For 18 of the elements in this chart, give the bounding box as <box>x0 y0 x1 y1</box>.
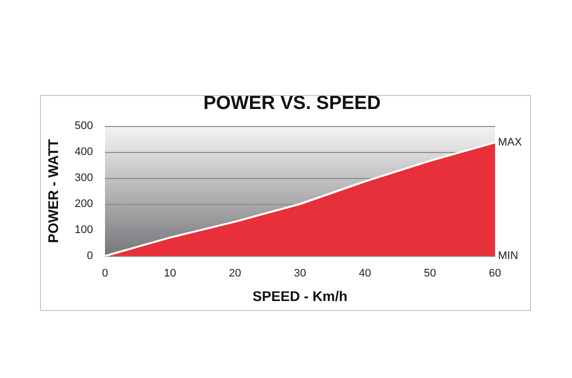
y-tick-label: 500 <box>74 120 93 132</box>
annotation: MAX <box>498 136 522 148</box>
y-tick-label: 300 <box>74 172 93 184</box>
y-axis-title: POWER - WATT <box>45 138 61 243</box>
x-axis-title: SPEED - Km/h <box>252 288 348 304</box>
x-tick-label: 60 <box>488 268 502 280</box>
chart-title: POWER VS. SPEED <box>203 93 381 114</box>
x-tick-label: 20 <box>228 268 242 280</box>
x-tick-label: 0 <box>102 268 108 280</box>
y-tick-label: 100 <box>74 224 93 236</box>
x-tick-label: 40 <box>358 268 372 280</box>
x-tick-label: 50 <box>424 268 436 280</box>
y-tick-label: 0 <box>86 250 93 262</box>
y-tick-label: 400 <box>74 146 93 158</box>
x-tick-label: 10 <box>164 268 176 280</box>
y-tick-label: 200 <box>74 198 93 210</box>
annotation: MIN <box>498 250 518 262</box>
x-tick-label: 30 <box>294 268 306 280</box>
